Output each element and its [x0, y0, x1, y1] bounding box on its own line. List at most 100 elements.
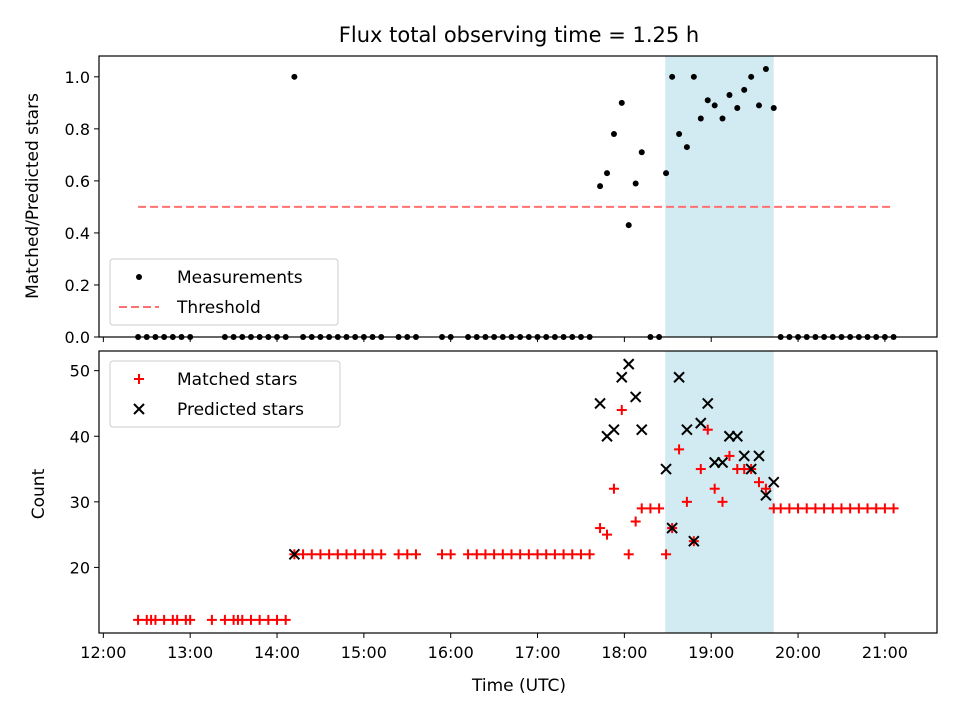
legend-measurement-marker	[136, 274, 142, 280]
matched-point	[819, 503, 830, 514]
matched-point	[206, 614, 217, 625]
matched-point	[810, 503, 821, 514]
legend-label: Matched stars	[177, 370, 297, 390]
legend: Measurements Threshold	[109, 258, 339, 326]
matched-point	[871, 503, 882, 514]
legend-label: Measurements	[177, 268, 303, 288]
matched-point	[888, 503, 899, 514]
top-y-axis-label: Matched/Predicted stars	[23, 93, 43, 299]
matched-point	[753, 477, 764, 488]
matched-point	[793, 503, 804, 514]
matched-point	[332, 549, 343, 560]
observing-span	[665, 56, 774, 337]
measurement-point	[604, 170, 611, 177]
predicted-point	[288, 548, 301, 561]
x-tick-label: 13:00	[167, 643, 213, 662]
predicted-point	[681, 423, 693, 436]
matched-point	[523, 549, 534, 560]
predicted-point	[695, 417, 707, 429]
matched-point	[445, 549, 456, 560]
y-tick-label: 0.8	[65, 120, 90, 139]
matched-point	[549, 549, 560, 560]
plot-frame	[98, 350, 938, 634]
predicted-point	[636, 423, 648, 436]
measurement-point	[719, 115, 726, 122]
y-tick-label: 1.0	[65, 68, 90, 87]
measurement-point	[762, 66, 769, 73]
predicted-point	[616, 371, 628, 383]
measurement-point	[704, 97, 711, 104]
matched-point	[879, 503, 890, 514]
matched-point	[315, 549, 326, 560]
matched-point	[272, 614, 283, 625]
predicted-point	[731, 430, 743, 442]
predicted-point	[753, 450, 765, 462]
matched-point	[623, 549, 634, 560]
measurement-point	[726, 92, 733, 99]
predicted-point	[594, 397, 606, 410]
matched-point	[575, 549, 586, 560]
matched-point	[567, 549, 578, 560]
y-tick-label: 50	[70, 362, 90, 381]
matched-point	[630, 516, 641, 527]
matched-point	[410, 549, 421, 560]
predicted-point	[608, 423, 620, 436]
measurement-point	[690, 73, 697, 80]
y-tick-label: 0.6	[65, 172, 90, 191]
legend-label: Threshold	[176, 298, 261, 318]
matched-point	[506, 549, 517, 560]
matched-point	[237, 614, 248, 625]
measurement-point	[748, 73, 755, 80]
series-matched-stars	[133, 405, 899, 625]
matched-point	[602, 529, 613, 540]
matched-point	[515, 549, 526, 560]
matched-point	[172, 614, 183, 625]
legend: Matched stars Predicted stars	[109, 360, 341, 428]
observing-span	[665, 351, 774, 633]
predicted-point	[688, 535, 700, 547]
matched-point	[133, 614, 144, 625]
measurement-point	[669, 73, 676, 80]
x-tick-label: 21:00	[862, 643, 908, 662]
predicted-point	[760, 489, 772, 501]
measurement-point	[610, 131, 617, 138]
matched-point	[532, 549, 543, 560]
matched-point	[784, 503, 795, 514]
predicted-point	[738, 450, 750, 462]
matched-point	[775, 503, 786, 514]
predicted-point	[673, 371, 685, 383]
matched-point	[150, 614, 161, 625]
bottom-panel: 20 30 40 50 12:00 13:00 14:00 15:00 16:00 17:00 18…	[70, 350, 938, 662]
matched-point	[358, 549, 369, 560]
matched-point	[471, 549, 482, 560]
matched-point	[489, 549, 500, 560]
predicted-point	[745, 463, 757, 475]
matched-point	[760, 483, 771, 494]
measurement-point	[676, 131, 683, 138]
measurement-point	[291, 73, 298, 80]
measurement-point	[741, 86, 748, 93]
matched-point	[681, 496, 692, 507]
matched-point	[636, 503, 647, 514]
y-tick-label: 0.4	[65, 224, 90, 243]
x-tick-label: 19:00	[688, 643, 734, 662]
x-tick-label: 12:00	[80, 643, 126, 662]
measurement-point	[770, 105, 777, 112]
measurement-point	[638, 149, 645, 156]
predicted-point	[702, 397, 714, 410]
x-tick-label: 20:00	[775, 643, 821, 662]
matched-point	[558, 549, 569, 560]
measurement-point	[683, 144, 690, 151]
x-tick-label: 18:00	[601, 643, 647, 662]
matched-point	[393, 549, 404, 560]
matched-point	[584, 549, 595, 560]
chart-title: Flux total observing time = 1.25 h	[339, 23, 699, 47]
x-tick-label: 14:00	[254, 643, 300, 662]
y-tick-label: 40	[70, 427, 90, 446]
x-tick-label: 15:00	[341, 643, 387, 662]
y-tick-label: 0.2	[65, 276, 90, 295]
matched-point	[402, 549, 413, 560]
matched-point	[263, 614, 274, 625]
matched-point	[306, 549, 317, 560]
